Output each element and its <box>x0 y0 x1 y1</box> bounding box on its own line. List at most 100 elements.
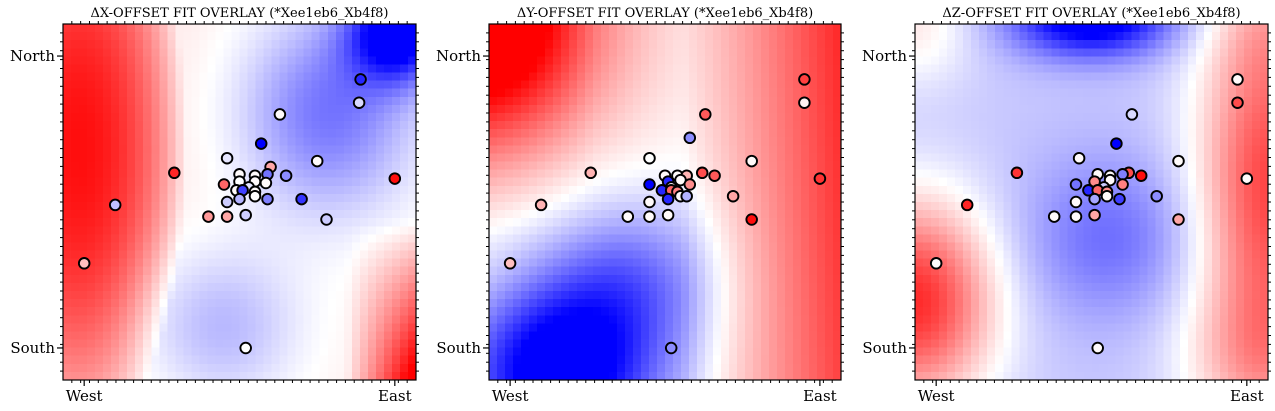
heatmap-cell <box>191 242 200 252</box>
heatmap-cell <box>247 137 257 146</box>
heatmap-cell <box>705 331 714 341</box>
heatmap-cell <box>367 210 377 219</box>
heatmap-cell <box>71 137 80 146</box>
heatmap-cell <box>785 193 794 203</box>
heatmap-cell <box>167 250 176 260</box>
scatter-point <box>745 213 758 226</box>
heatmap-cell <box>505 331 514 341</box>
scatter-point <box>248 189 262 203</box>
heatmap-cell <box>255 161 265 171</box>
heatmap-cell <box>521 274 530 284</box>
heatmap-cell <box>947 210 956 219</box>
heatmap-cell <box>657 307 666 316</box>
heatmap-cell <box>955 282 964 292</box>
heatmap-cell <box>753 315 762 324</box>
heatmap-cell <box>63 104 72 114</box>
heatmap-cell <box>737 80 746 90</box>
heatmap-cell <box>489 371 498 381</box>
heatmap-cell <box>931 274 940 284</box>
heatmap-cell <box>399 153 409 163</box>
heatmap-cell <box>665 40 674 49</box>
heatmap-cell <box>545 72 554 82</box>
heatmap-cell <box>593 88 602 98</box>
heatmap-cell <box>1011 218 1020 227</box>
heatmap-cell <box>665 88 674 98</box>
y-tick-label-north: North <box>436 47 481 65</box>
heatmap-cell <box>127 323 136 333</box>
heatmap-cell <box>167 96 176 106</box>
heatmap-cell <box>713 121 722 130</box>
heatmap-cell <box>673 40 682 49</box>
heatmap-cell <box>135 315 144 324</box>
heatmap-cell <box>825 291 834 300</box>
heatmap-cell <box>545 242 554 252</box>
heatmap-cell <box>159 129 168 138</box>
heatmap-cell <box>633 24 642 33</box>
heatmap-cell <box>761 363 770 373</box>
heatmap-cell <box>809 355 818 365</box>
heatmap-cell <box>585 129 594 138</box>
heatmap-cell <box>657 153 666 163</box>
heatmap-cell <box>497 363 506 373</box>
heatmap-cell <box>641 323 650 333</box>
heatmap-cell <box>939 274 948 284</box>
heatmap-cell <box>71 363 80 373</box>
heatmap-cell <box>833 104 842 114</box>
heatmap-cell <box>295 177 305 187</box>
heatmap-cell <box>697 210 706 219</box>
heatmap-cell <box>119 72 128 82</box>
heatmap-cell <box>729 347 738 357</box>
heatmap-cell <box>343 104 353 114</box>
heatmap-cell <box>705 145 714 155</box>
heatmap-cell <box>175 48 184 57</box>
heatmap-cell <box>979 169 988 179</box>
heatmap-cell <box>343 56 353 66</box>
heatmap-cell <box>665 32 674 41</box>
heatmap-cell <box>761 40 770 49</box>
heatmap-cell <box>785 299 794 308</box>
heatmap-cell <box>335 331 345 341</box>
heatmap-cell <box>947 121 956 130</box>
heatmap-cell <box>159 266 168 276</box>
heatmap-cell <box>127 210 136 219</box>
heatmap-cell <box>303 161 313 171</box>
heatmap-cell <box>785 24 794 33</box>
heatmap-cell <box>87 258 96 268</box>
heatmap-cell <box>95 347 104 357</box>
heatmap-cell <box>833 355 842 365</box>
heatmap-cell <box>295 88 305 98</box>
heatmap-cell <box>1027 250 1036 260</box>
heatmap-cell <box>127 56 136 66</box>
heatmap-cell <box>561 299 570 308</box>
heatmap-cell <box>673 153 682 163</box>
heatmap-cell <box>617 161 626 171</box>
heatmap-cell <box>295 56 305 66</box>
heatmap-cell <box>915 226 924 235</box>
heatmap-cell <box>183 307 192 316</box>
heatmap-cell <box>343 218 353 227</box>
heatmap-cell <box>391 331 401 341</box>
heatmap-cell <box>585 258 594 268</box>
heatmap-cell <box>801 347 810 357</box>
heatmap-cell <box>287 363 297 373</box>
heatmap-cell <box>135 363 144 373</box>
heatmap-cell <box>1027 32 1036 41</box>
heatmap-cell <box>175 250 184 260</box>
heatmap-cell <box>939 258 948 268</box>
heatmap-cell <box>947 72 956 82</box>
heatmap-cell <box>151 234 160 244</box>
heatmap-cell <box>143 307 152 316</box>
heatmap-cell <box>207 161 217 171</box>
heatmap-cell <box>721 193 730 203</box>
heatmap-cell <box>359 355 369 365</box>
scatter-point <box>683 131 697 145</box>
heatmap-cell <box>625 242 634 252</box>
heatmap-cell <box>135 96 144 106</box>
heatmap-cell <box>641 299 650 308</box>
heatmap-cell <box>489 185 498 195</box>
heatmap-cell <box>263 307 273 316</box>
heatmap-cell <box>745 307 754 316</box>
heatmap-cell <box>207 202 217 211</box>
heatmap-cell <box>303 299 313 308</box>
heatmap-cell <box>649 161 658 171</box>
